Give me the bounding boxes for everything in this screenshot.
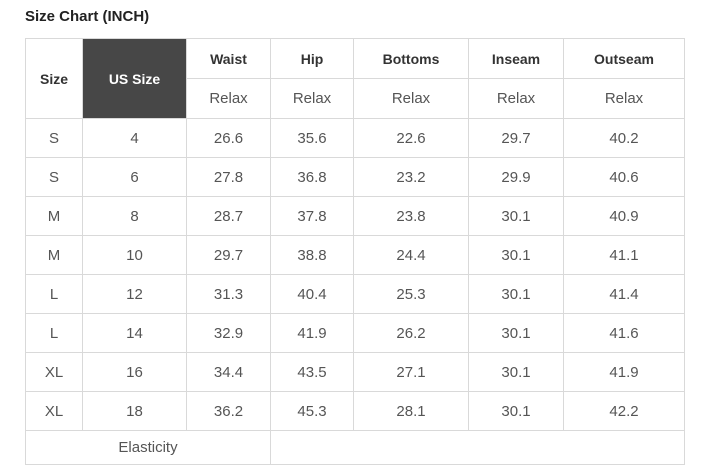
size-cell: S <box>25 118 83 158</box>
waist-cell: 29.7 <box>186 235 271 275</box>
hip-cell: 45.3 <box>270 391 354 431</box>
us-size-cell: 6 <box>82 157 187 197</box>
bottoms-cell: 22.6 <box>353 118 469 158</box>
hip-cell: 40.4 <box>270 274 354 314</box>
outseam-cell: 40.9 <box>563 196 685 236</box>
size-cell: XL <box>25 391 83 431</box>
inseam-cell: 30.1 <box>468 352 564 392</box>
bottoms-cell: 23.2 <box>353 157 469 197</box>
inseam-cell: 30.1 <box>468 391 564 431</box>
column-header-bottoms: Bottoms <box>353 38 469 79</box>
size-cell: S <box>25 157 83 197</box>
fit-type-bottoms: Relax <box>353 78 469 119</box>
table-row: XL 18 36.2 45.3 28.1 30.1 42.2 <box>25 391 685 431</box>
waist-cell: 36.2 <box>186 391 271 431</box>
outseam-cell: 41.6 <box>563 313 685 353</box>
inseam-cell: 30.1 <box>468 235 564 275</box>
bottoms-cell: 23.8 <box>353 196 469 236</box>
inseam-cell: 30.1 <box>468 313 564 353</box>
column-header-outseam: Outseam <box>563 38 685 79</box>
table-row: S 6 27.8 36.8 23.2 29.9 40.6 <box>25 157 685 197</box>
column-header-size: Size <box>25 38 83 119</box>
us-size-cell: 14 <box>82 313 187 353</box>
outseam-cell: 41.1 <box>563 235 685 275</box>
outseam-cell: 42.2 <box>563 391 685 431</box>
outseam-cell: 40.6 <box>563 157 685 197</box>
bottoms-cell: 27.1 <box>353 352 469 392</box>
bottoms-cell: 26.2 <box>353 313 469 353</box>
column-header-inseam: Inseam <box>468 38 564 79</box>
bottoms-cell: 24.4 <box>353 235 469 275</box>
waist-cell: 31.3 <box>186 274 271 314</box>
elasticity-value <box>270 430 685 465</box>
elasticity-row: Elasticity <box>25 430 685 465</box>
table-row: L 14 32.9 41.9 26.2 30.1 41.6 <box>25 313 685 353</box>
elasticity-label: Elasticity <box>25 430 271 465</box>
hip-cell: 43.5 <box>270 352 354 392</box>
outseam-cell: 40.2 <box>563 118 685 158</box>
table-row: M 10 29.7 38.8 24.4 30.1 41.1 <box>25 235 685 275</box>
hip-cell: 41.9 <box>270 313 354 353</box>
fit-type-hip: Relax <box>270 78 354 119</box>
table-row: M 8 28.7 37.8 23.8 30.1 40.9 <box>25 196 685 236</box>
us-size-cell: 10 <box>82 235 187 275</box>
us-size-cell: 8 <box>82 196 187 236</box>
column-header-waist: Waist <box>186 38 271 79</box>
us-size-cell: 16 <box>82 352 187 392</box>
size-cell: L <box>25 313 83 353</box>
us-size-cell: 12 <box>82 274 187 314</box>
inseam-cell: 29.9 <box>468 157 564 197</box>
inseam-cell: 29.7 <box>468 118 564 158</box>
page-title: Size Chart (INCH) <box>25 8 150 25</box>
inseam-cell: 30.1 <box>468 196 564 236</box>
inseam-cell: 30.1 <box>468 274 564 314</box>
fit-type-row: Relax Relax Relax Relax Relax <box>26 78 685 119</box>
table-row: L 12 31.3 40.4 25.3 30.1 41.4 <box>25 274 685 314</box>
table-row: XL 16 34.4 43.5 27.1 30.1 41.9 <box>25 352 685 392</box>
fit-type-inseam: Relax <box>468 78 564 119</box>
hip-cell: 35.6 <box>270 118 354 158</box>
size-chart-table: Size US Size Waist Hip Bottoms Inseam Ou… <box>25 38 685 465</box>
size-cell: XL <box>25 352 83 392</box>
hip-cell: 37.8 <box>270 196 354 236</box>
size-cell: M <box>25 235 83 275</box>
outseam-cell: 41.9 <box>563 352 685 392</box>
size-cell: M <box>25 196 83 236</box>
waist-cell: 27.8 <box>186 157 271 197</box>
waist-cell: 32.9 <box>186 313 271 353</box>
outseam-cell: 41.4 <box>563 274 685 314</box>
us-size-cell: 4 <box>82 118 187 158</box>
waist-cell: 34.4 <box>186 352 271 392</box>
us-size-cell: 18 <box>82 391 187 431</box>
column-header-hip: Hip <box>270 38 354 79</box>
header-row: Size US Size Waist Hip Bottoms Inseam Ou… <box>25 38 685 119</box>
hip-cell: 36.8 <box>270 157 354 197</box>
bottoms-cell: 25.3 <box>353 274 469 314</box>
column-header-us-size: US Size <box>82 38 187 119</box>
fit-type-outseam: Relax <box>563 78 685 119</box>
size-cell: L <box>25 274 83 314</box>
waist-cell: 28.7 <box>186 196 271 236</box>
bottoms-cell: 28.1 <box>353 391 469 431</box>
hip-cell: 38.8 <box>270 235 354 275</box>
fit-type-waist: Relax <box>186 78 271 119</box>
table-row: S 4 26.6 35.6 22.6 29.7 40.2 <box>25 118 685 158</box>
waist-cell: 26.6 <box>186 118 271 158</box>
